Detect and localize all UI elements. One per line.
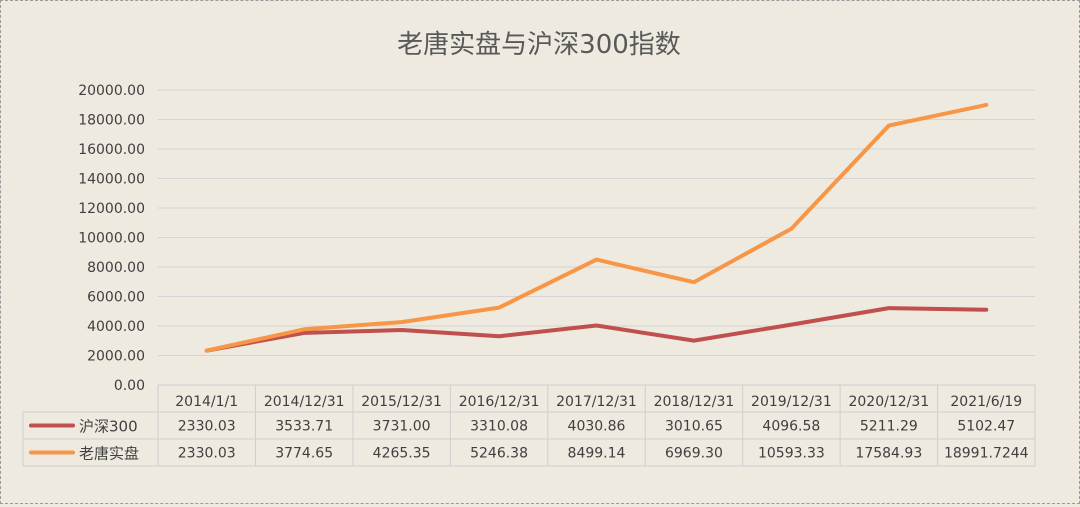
data-table: 2014/1/1 2014/12/31 2015/12/31 2016/12/31 20… xyxy=(22,384,1036,467)
series-line xyxy=(204,306,989,353)
data-label: 3310.08 xyxy=(470,419,528,435)
x-category-label: 2017/12/31 xyxy=(556,394,637,410)
y-tick-label: 16000.00 xyxy=(78,142,145,158)
gridlines xyxy=(158,89,1035,356)
data-label: 18991.7244 xyxy=(944,446,1029,462)
y-tick-label: 18000.00 xyxy=(78,113,145,129)
x-category-label: 2014/12/31 xyxy=(264,394,345,410)
data-label: 2330.03 xyxy=(178,446,236,462)
y-tick-label: 14000.00 xyxy=(78,172,145,188)
data-label: 4030.86 xyxy=(568,419,626,435)
y-tick-label: 20000.00 xyxy=(78,83,145,99)
y-tick-label: 10000.00 xyxy=(78,231,145,247)
data-label: 5246.38 xyxy=(470,446,528,462)
y-tick-label: 8000.00 xyxy=(87,260,145,276)
y-tick-label: 4000.00 xyxy=(87,319,145,335)
x-category-label: 2020/12/31 xyxy=(848,394,929,410)
y-tick-label: 6000.00 xyxy=(87,290,145,306)
y-tick-label: 0.00 xyxy=(114,378,145,394)
data-label: 10593.33 xyxy=(758,446,825,462)
data-label: 17584.93 xyxy=(855,446,922,462)
x-category-label: 2014/1/1 xyxy=(175,394,238,410)
data-label: 6969.30 xyxy=(665,446,723,462)
data-label: 5211.29 xyxy=(860,419,918,435)
legend-label: 老唐实盘 xyxy=(79,445,139,463)
data-label: 5102.47 xyxy=(957,419,1015,435)
x-category-label: 2018/12/31 xyxy=(654,394,735,410)
data-label: 3533.71 xyxy=(275,419,333,435)
data-label: 8499.14 xyxy=(568,446,626,462)
y-tick-label: 12000.00 xyxy=(78,201,145,217)
data-label: 2330.03 xyxy=(178,419,236,435)
y-tick-label: 2000.00 xyxy=(87,349,145,365)
data-label: 3731.00 xyxy=(373,419,431,435)
series-lines xyxy=(204,102,989,353)
x-category-label: 2015/12/31 xyxy=(361,394,442,410)
x-category-label: 2019/12/31 xyxy=(751,394,832,410)
data-label: 4265.35 xyxy=(373,446,431,462)
series-line xyxy=(204,102,989,353)
x-category-label: 2016/12/31 xyxy=(459,394,540,410)
data-label: 4096.58 xyxy=(762,419,820,435)
x-category-label: 2021/6/19 xyxy=(950,394,1022,410)
data-label: 3774.65 xyxy=(275,446,333,462)
y-axis: 0.00 2000.00 4000.00 6000.00 8000.00 10000.00… xyxy=(78,83,145,394)
chart-title: 老唐实盘与沪深300指数 xyxy=(397,30,681,60)
data-label: 3010.65 xyxy=(665,419,723,435)
legend-label: 沪深300 xyxy=(79,418,138,436)
